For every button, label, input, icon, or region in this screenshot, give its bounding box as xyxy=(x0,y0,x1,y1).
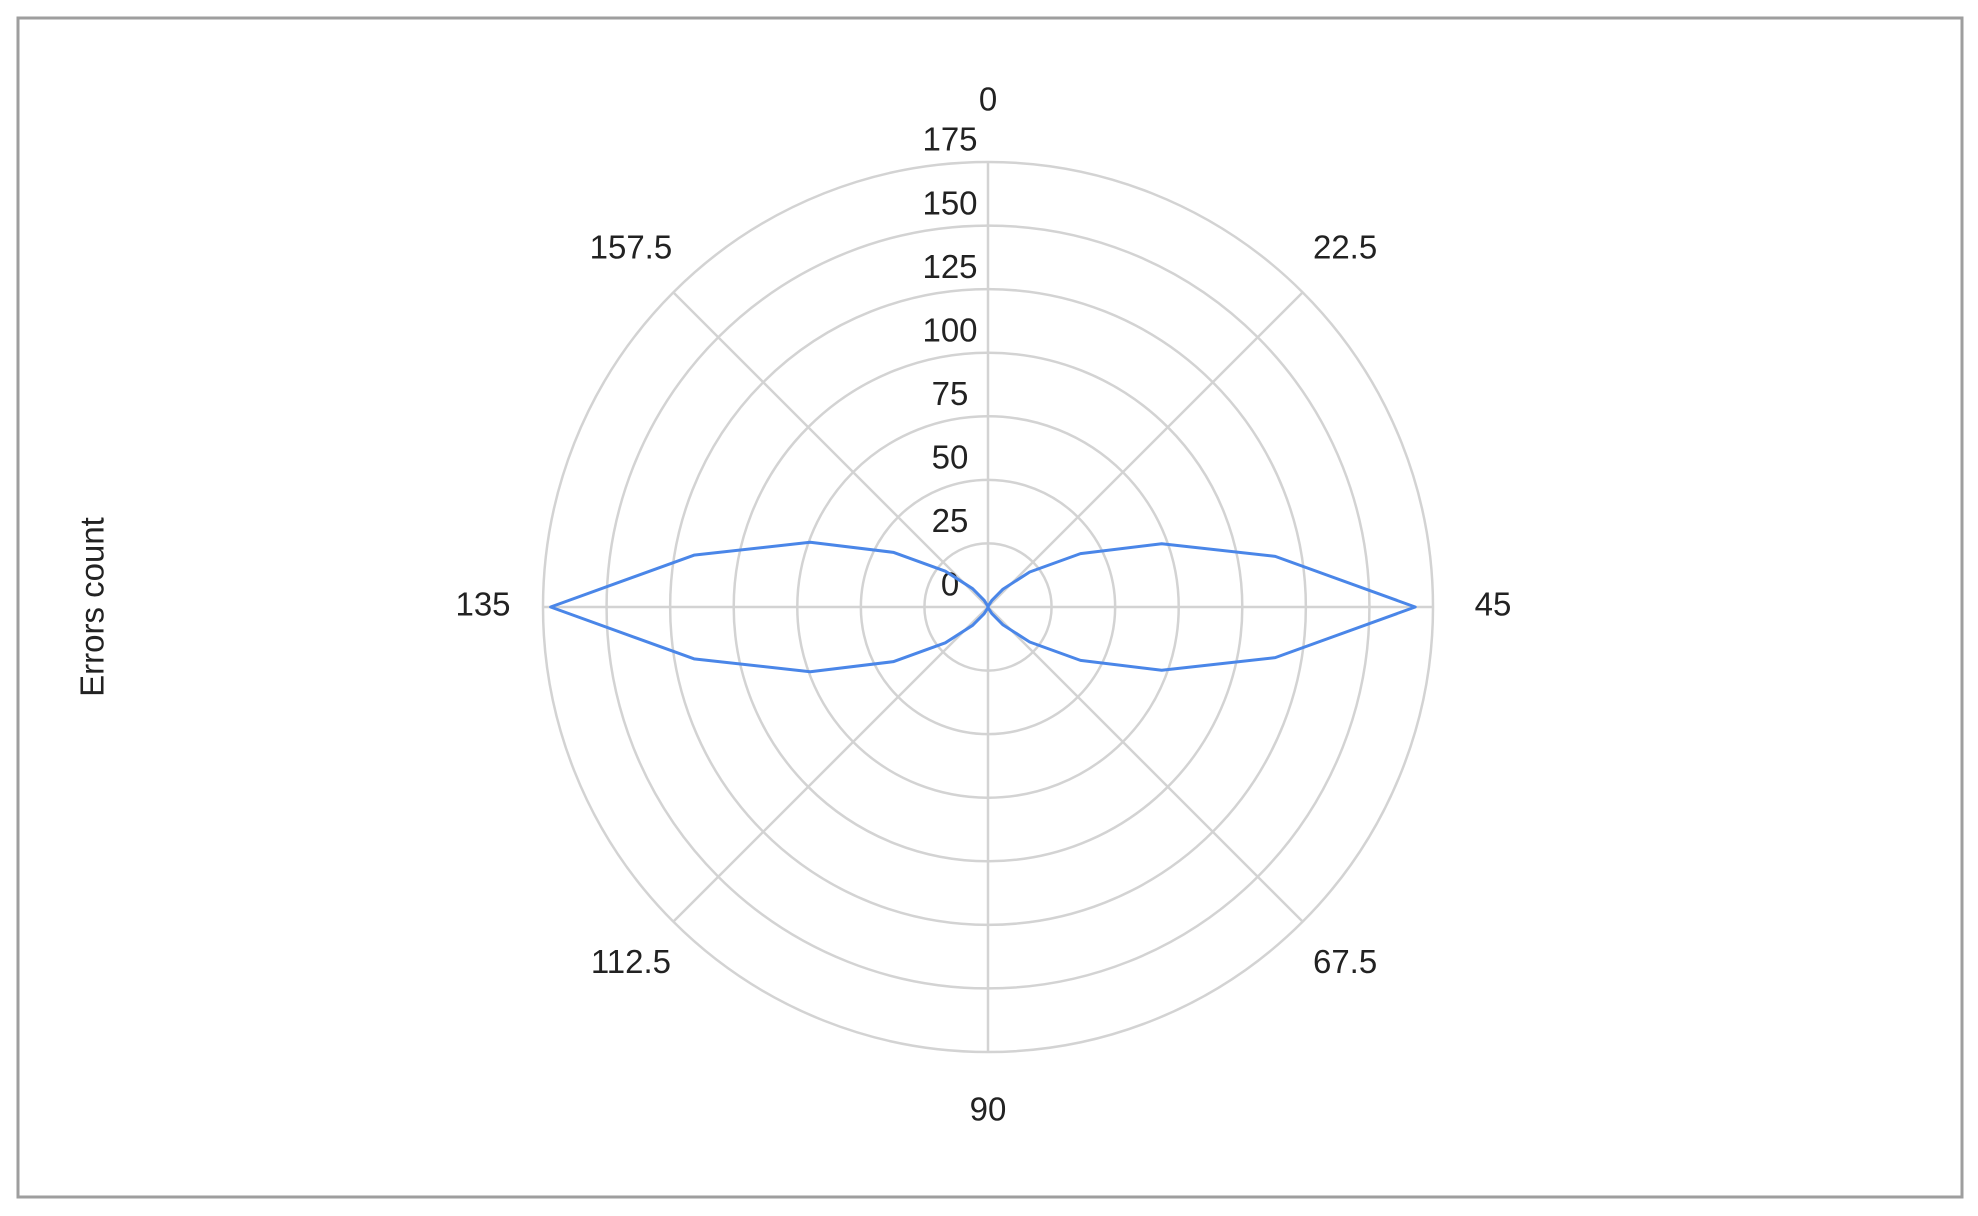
x-tick-label: 90 xyxy=(970,1091,1007,1128)
y-tick-label: 100 xyxy=(922,311,977,348)
y-tick-label: 75 xyxy=(932,375,969,412)
y-tick-label: 175 xyxy=(922,121,977,158)
x-tick-label: 67.5 xyxy=(1313,943,1377,980)
x-tick-label: 157.5 xyxy=(590,229,673,266)
y-tick-label: 25 xyxy=(932,502,969,539)
y-axis-label: Errors count xyxy=(74,517,111,697)
x-tick-label: 22.5 xyxy=(1313,229,1377,266)
x-tick-label: 135 xyxy=(455,586,510,623)
y-tick-label: 50 xyxy=(932,439,969,476)
y-tick-label: 150 xyxy=(922,184,977,221)
x-tick-label: 45 xyxy=(1475,586,1512,623)
x-tick-label: 112.5 xyxy=(591,943,671,980)
x-tick-label: 0 xyxy=(979,81,997,118)
y-tick-label: 125 xyxy=(922,248,977,285)
